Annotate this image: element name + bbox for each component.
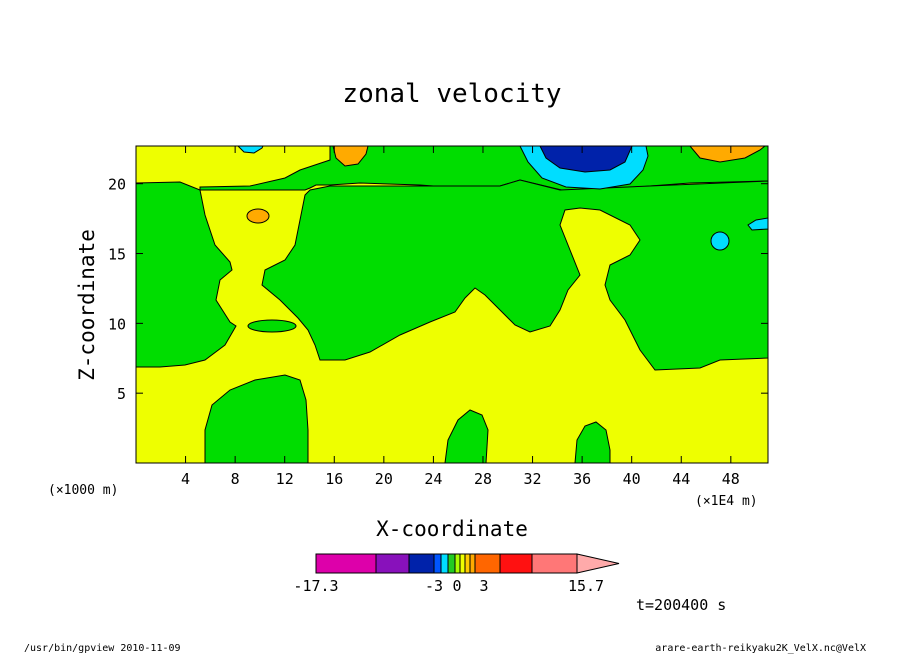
contour-region-negative-strong — [539, 146, 633, 173]
colorbar-label-pos3: 3 — [479, 577, 488, 595]
x-tick-label: 40 — [623, 470, 641, 488]
chart-title: zonal velocity — [342, 79, 561, 109]
colorbar-label-min: -17.3 — [293, 577, 338, 595]
contour-region-positive-moderate — [246, 208, 270, 224]
x-unit-right: (×1E4 m) — [695, 494, 758, 509]
y-tick-label: 20 — [108, 176, 126, 194]
contour-region-near-zero — [136, 181, 237, 368]
contour-region-negative-weak — [237, 146, 264, 154]
contour-region-negative-weak — [747, 217, 768, 231]
x-tick-label: 4 — [181, 470, 190, 488]
x-axis: 4 8 12 16 20 24 28 32 36 40 44 48 — [181, 146, 740, 488]
x-tick-label: 24 — [424, 470, 442, 488]
y-axis-label: Z-coordinate — [75, 229, 99, 381]
contour-region-negative-weak — [710, 231, 730, 251]
x-tick-label: 44 — [672, 470, 690, 488]
contour-region-positive-moderate — [689, 146, 766, 163]
colorbar-segment — [315, 553, 377, 574]
colorbar-segment — [447, 553, 456, 574]
colorbar-label-neg3: -3 — [425, 577, 443, 595]
x-tick-label: 16 — [325, 470, 343, 488]
colorbar-segment — [454, 553, 461, 574]
time-label: t=200400 s — [636, 596, 726, 614]
contour-region-near-zero — [574, 421, 611, 463]
x-axis-label: X-coordinate — [376, 517, 528, 541]
x-tick-label: 12 — [276, 470, 294, 488]
x-tick-label: 48 — [722, 470, 740, 488]
colorbar-segment — [459, 553, 466, 574]
x-tick-label: 8 — [231, 470, 240, 488]
footer-right: arare-earth-reikyaku2K_VelX.nc@VelX — [655, 643, 866, 654]
contour-region-near-zero — [261, 179, 768, 371]
colorbar-segment — [469, 553, 476, 574]
colorbar-segment — [499, 553, 533, 574]
contour-region-near-zero — [204, 374, 309, 463]
colorbar-segment — [474, 553, 501, 574]
x-tick-label: 32 — [524, 470, 542, 488]
colorbar-extend-arrow — [576, 553, 620, 574]
y-tick-label: 10 — [108, 315, 126, 333]
footer-left: /usr/bin/gpview 2010-11-09 — [24, 643, 181, 654]
x-unit-left: (×1000 m) — [48, 483, 118, 498]
contour-region-near-zero — [444, 409, 489, 463]
x-tick-label: 28 — [474, 470, 492, 488]
y-tick-label: 15 — [108, 246, 126, 264]
y-axis: 5 10 15 20 — [108, 176, 768, 403]
colorbar-label-max: 15.7 — [568, 577, 604, 595]
x-tick-label: 36 — [573, 470, 591, 488]
y-tick-label: 5 — [117, 385, 126, 403]
colorbar — [315, 553, 620, 574]
colorbar-segment — [375, 553, 410, 574]
contour-region-near-zero — [247, 319, 297, 333]
colorbar-segment — [408, 553, 435, 574]
colorbar-segment — [440, 553, 449, 574]
contour-field — [136, 146, 768, 463]
colorbar-segment — [531, 553, 578, 574]
contour-region-positive-moderate — [332, 146, 369, 167]
plot-frame — [135, 145, 769, 464]
colorbar-segment — [464, 553, 471, 574]
colorbar-segment — [433, 553, 442, 574]
x-tick-label: 20 — [375, 470, 393, 488]
colorbar-label-zero: 0 — [452, 577, 461, 595]
